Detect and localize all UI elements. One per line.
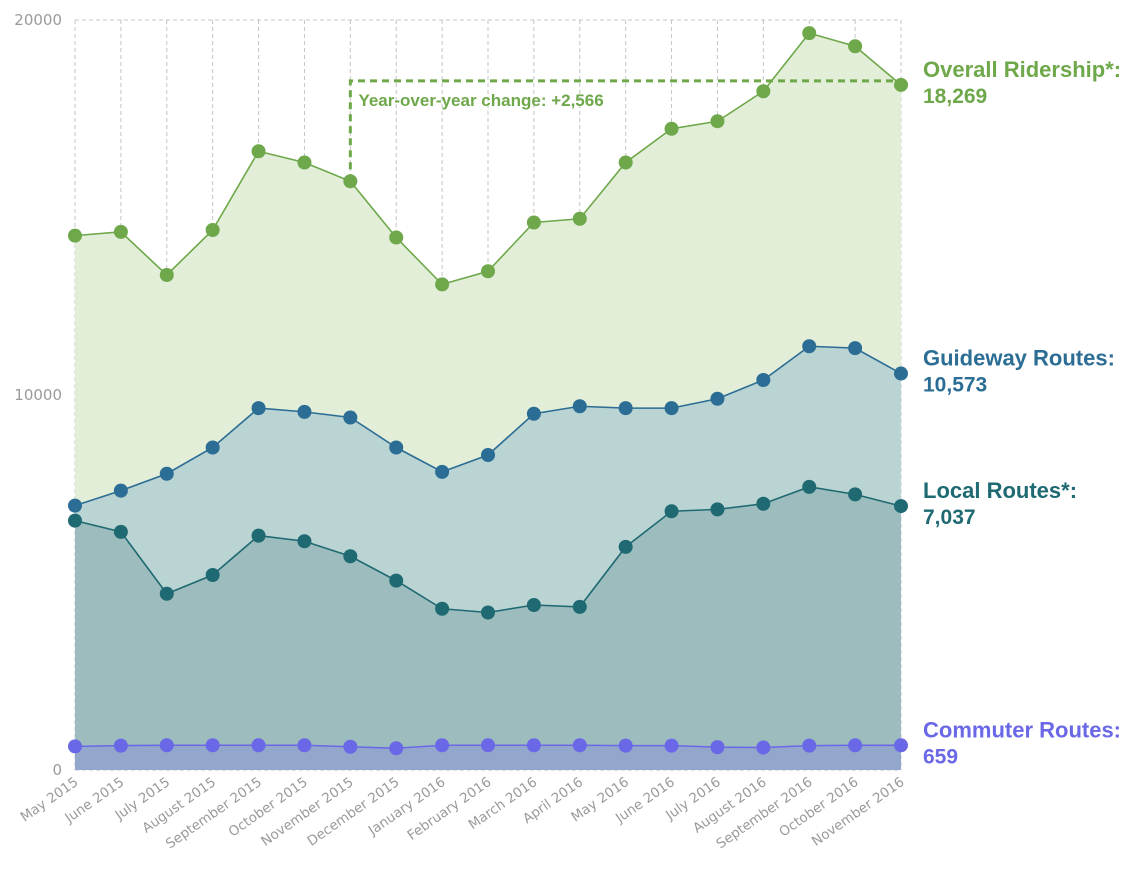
point-guideway-routes [343, 410, 358, 425]
point-local-routes [618, 539, 633, 554]
point-commuter-routes [756, 740, 771, 755]
point-local-routes [297, 534, 312, 549]
point-guideway-routes [435, 464, 450, 479]
point-guideway-routes [710, 391, 725, 406]
point-local-routes [664, 504, 679, 519]
point-overall-ridership [113, 224, 128, 239]
point-commuter-routes [68, 739, 82, 754]
point-commuter-routes [389, 741, 404, 756]
point-overall-ridership [756, 84, 771, 99]
y-tick-label: 20000 [14, 11, 62, 29]
end-label-overall-ridership: Overall Ridership*: [923, 57, 1121, 82]
series-areas [75, 33, 901, 770]
point-commuter-routes [435, 738, 450, 753]
point-overall-ridership [389, 230, 404, 245]
point-overall-ridership [159, 268, 174, 282]
point-guideway-routes [848, 341, 863, 356]
point-commuter-routes [664, 738, 679, 753]
point-commuter-routes [848, 738, 863, 753]
point-commuter-routes [802, 738, 817, 753]
point-guideway-routes [664, 401, 679, 416]
series-points [68, 26, 908, 756]
point-commuter-routes [159, 738, 174, 753]
point-local-routes [343, 549, 358, 564]
end-label-commuter-routes: Commuter Routes: [923, 717, 1121, 742]
point-overall-ridership [572, 211, 587, 226]
point-guideway-routes [113, 483, 128, 498]
y-tick-label: 10000 [14, 386, 62, 404]
end-label-guideway-routes: Guideway Routes: [923, 346, 1115, 371]
end-value-guideway-routes: 10,573 [923, 374, 987, 397]
point-overall-ridership [526, 215, 541, 230]
point-local-routes [710, 502, 725, 517]
point-guideway-routes [526, 406, 541, 421]
end-label-local-routes: Local Routes*: [923, 478, 1077, 503]
point-commuter-routes [572, 738, 587, 753]
point-overall-ridership [205, 223, 220, 237]
point-overall-ridership [664, 121, 679, 136]
point-local-routes [435, 601, 450, 616]
point-commuter-routes [113, 738, 128, 753]
y-tick-label: 0 [52, 761, 62, 779]
point-local-routes [159, 586, 174, 601]
point-overall-ridership [251, 144, 266, 159]
point-overall-ridership [343, 174, 358, 189]
y-axis: 0 10000 20000 [14, 11, 62, 779]
point-overall-ridership [618, 155, 633, 170]
yoy-label: Year-over-year change: +2,566 [358, 91, 603, 110]
point-commuter-routes [710, 740, 725, 755]
point-guideway-routes [205, 440, 220, 455]
point-commuter-routes [343, 739, 358, 754]
point-commuter-routes [205, 738, 220, 753]
point-commuter-routes [481, 738, 495, 753]
point-overall-ridership [435, 277, 450, 292]
point-local-routes [389, 573, 404, 588]
end-value-commuter-routes: 659 [923, 745, 958, 768]
end-value-local-routes: 7,037 [923, 506, 976, 529]
area-local-routes [75, 486, 901, 770]
point-guideway-routes [572, 399, 587, 414]
point-guideway-routes [802, 339, 817, 354]
point-guideway-routes [756, 373, 771, 387]
point-overall-ridership [802, 26, 817, 41]
end-value-overall-ridership: 18,269 [923, 85, 987, 108]
point-local-routes [572, 599, 587, 614]
point-guideway-routes [68, 498, 82, 513]
point-local-routes [848, 487, 863, 502]
point-guideway-routes [251, 401, 266, 416]
point-local-routes [802, 479, 817, 494]
point-guideway-routes [618, 401, 633, 416]
point-overall-ridership [894, 77, 908, 92]
point-commuter-routes [251, 738, 266, 753]
point-overall-ridership [710, 114, 725, 129]
point-local-routes [113, 524, 128, 539]
point-commuter-routes [618, 738, 633, 753]
point-guideway-routes [159, 466, 174, 481]
point-overall-ridership [481, 264, 495, 279]
series-end-labels: Overall Ridership*: 18,269 Guideway Routes… [923, 57, 1121, 768]
point-commuter-routes [297, 738, 312, 753]
point-guideway-routes [389, 440, 404, 455]
point-guideway-routes [297, 404, 312, 419]
yoy-annotation: Year-over-year change: +2,566 [348, 79, 901, 182]
point-overall-ridership [68, 228, 82, 243]
point-commuter-routes [526, 738, 541, 753]
point-guideway-routes [481, 448, 495, 462]
area-commuter-routes [75, 745, 901, 770]
point-guideway-routes [894, 366, 908, 381]
point-commuter-routes [894, 738, 908, 753]
point-local-routes [205, 568, 220, 582]
point-local-routes [68, 513, 82, 528]
point-overall-ridership [848, 39, 863, 54]
point-local-routes [894, 499, 908, 514]
point-overall-ridership [297, 155, 312, 170]
point-local-routes [251, 528, 266, 543]
point-local-routes [756, 496, 771, 511]
point-local-routes [526, 598, 541, 612]
yoy-bracket [348, 79, 901, 182]
point-local-routes [481, 605, 495, 620]
